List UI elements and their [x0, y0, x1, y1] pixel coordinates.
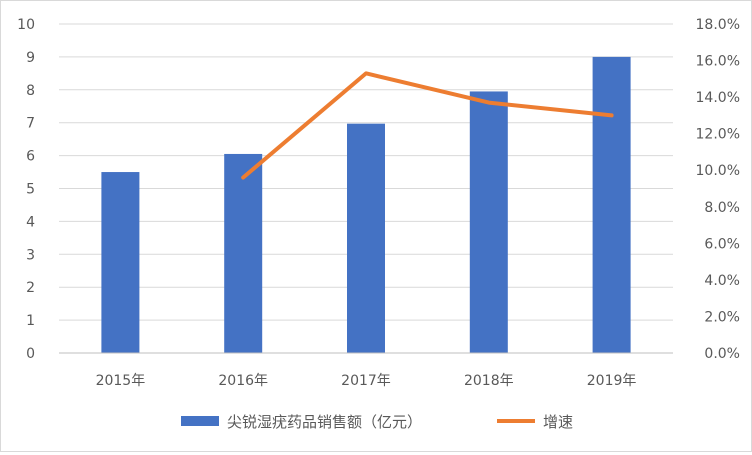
x-tick-label: 2017年 [341, 373, 391, 389]
y-left-tick-label: 5 [26, 182, 35, 198]
legend-label-line: 增速 [543, 413, 573, 431]
legend-swatch-bar [181, 416, 219, 426]
y-right-tick-label: 6.0% [704, 236, 740, 252]
y-right-tick-label: 4.0% [704, 273, 740, 289]
y-left-tick-label: 2 [26, 280, 35, 296]
x-tick-label: 2018年 [464, 373, 514, 389]
y-right-tick-label: 2.0% [704, 309, 740, 325]
bar [470, 91, 508, 353]
y-left-tick-label: 3 [26, 247, 35, 263]
y-left-tick-label: 8 [26, 83, 35, 99]
y-left-tick-label: 0 [26, 346, 35, 362]
y-left-tick-label: 6 [26, 149, 35, 165]
bar [101, 172, 139, 353]
x-tick-label: 2016年 [218, 373, 268, 389]
bar [224, 154, 262, 353]
y-left-tick-label: 4 [26, 214, 35, 230]
x-tick-label: 2015年 [96, 373, 146, 389]
y-right-tick-label: 18.0% [696, 17, 740, 33]
y-right-tick-label: 14.0% [696, 90, 740, 106]
y-left-tick-label: 9 [26, 50, 35, 66]
y-right-tick-label: 16.0% [696, 54, 740, 70]
x-tick-label: 2019年 [587, 373, 637, 389]
legend-label-bar: 尖锐湿疣药品销售额（亿元） [227, 413, 422, 431]
y-right-tick-label: 8.0% [704, 200, 740, 216]
y-right-tick-label: 12.0% [696, 127, 740, 143]
y-left-tick-label: 1 [26, 313, 35, 329]
y-left-tick-label: 10 [17, 17, 35, 33]
y-right-tick-label: 10.0% [696, 163, 740, 179]
bar [593, 57, 631, 353]
line-series-growth [243, 73, 611, 177]
bar [347, 124, 385, 353]
y-right-tick-label: 0.0% [704, 346, 740, 362]
y-left-tick-label: 7 [26, 116, 35, 132]
